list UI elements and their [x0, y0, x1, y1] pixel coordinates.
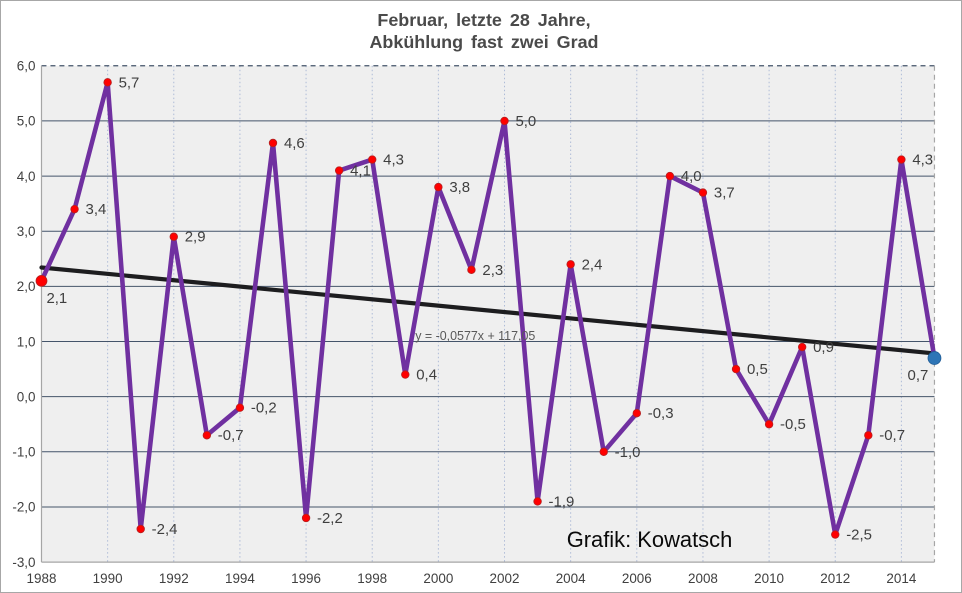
x-tick-label: 2008	[688, 571, 718, 586]
data-point-label: 2,4	[582, 256, 603, 273]
data-point-label: 5,0	[515, 113, 536, 130]
y-tick-label: 4,0	[17, 169, 36, 184]
data-point-label: 2,9	[185, 229, 206, 246]
temperature-line	[39, 80, 937, 537]
data-point-marker	[566, 260, 575, 269]
data-point-marker	[533, 497, 542, 506]
chart-title-line1: Februar, letzte 28 Jahre,	[377, 10, 590, 30]
data-point-label: 0,7	[908, 367, 929, 384]
data-point-label: -0,7	[879, 427, 905, 444]
data-point-label: -0,2	[251, 400, 277, 417]
data-point-marker	[401, 370, 410, 379]
data-point-marker	[368, 155, 377, 164]
data-point-label: -0,7	[218, 427, 244, 444]
last-data-point-marker	[927, 351, 942, 365]
y-tick-label: 1,0	[17, 334, 36, 349]
data-point-label: -2,2	[317, 510, 343, 527]
data-point-marker	[434, 182, 443, 192]
x-tick-label: 1992	[159, 571, 189, 586]
data-point-label: -2,4	[152, 521, 178, 538]
data-point-marker	[202, 431, 212, 440]
chart-title-line2: Abkühlung fast zwei Grad	[369, 32, 598, 52]
data-point-label: 3,8	[449, 179, 470, 196]
data-point-marker	[599, 447, 608, 456]
data-point-marker	[301, 513, 311, 523]
data-point-marker	[698, 188, 708, 197]
data-point-label: 4,1	[350, 163, 371, 180]
data-point-label: -0,3	[648, 405, 674, 422]
data-point-label: 0,5	[747, 361, 768, 378]
x-tick-label: 2012	[820, 571, 850, 586]
data-point-label: 4,3	[912, 152, 933, 169]
data-point-label: 3,4	[86, 201, 107, 218]
y-tick-label: 0,0	[17, 389, 36, 404]
plot-area	[41, 65, 935, 563]
x-tick-label: 2000	[423, 571, 453, 586]
data-point-label: 2,3	[482, 262, 503, 279]
data-point-marker	[334, 166, 344, 175]
x-tick-label: 1988	[27, 571, 57, 586]
data-point-label: -1,9	[549, 493, 575, 510]
data-point-marker	[897, 155, 906, 164]
data-point-marker	[70, 204, 79, 214]
data-point-marker	[864, 431, 873, 440]
x-tick-label: 1996	[291, 571, 321, 586]
data-point-label: 4,3	[383, 152, 404, 169]
y-tick-label: 5,0	[17, 114, 36, 129]
data-point-label: -1,0	[615, 444, 641, 461]
x-tick-label: 1994	[225, 571, 255, 586]
x-tick-label: 1998	[357, 571, 387, 586]
data-point-marker	[731, 364, 741, 374]
data-point-marker	[831, 530, 840, 539]
y-tick-label: -2,0	[12, 500, 35, 515]
data-point-marker	[797, 342, 807, 352]
trendline-equation: y = -0,0577x + 117,05	[415, 329, 535, 343]
data-point-marker	[665, 171, 675, 181]
credit-text: Grafik: Kowatsch	[567, 527, 733, 552]
data-point-label: 4,6	[284, 135, 305, 152]
y-tick-label: -1,0	[12, 445, 35, 460]
y-tick-label: -3,0	[12, 555, 35, 570]
data-point-marker	[764, 420, 774, 429]
y-tick-label: 2,0	[17, 279, 36, 294]
y-tick-label: 6,0	[17, 59, 36, 74]
y-tick-label: 3,0	[17, 224, 36, 239]
data-point-marker	[467, 265, 476, 275]
data-point-marker	[235, 403, 245, 412]
data-point-label: 5,7	[119, 74, 140, 91]
x-tick-label: 1990	[93, 571, 123, 586]
data-point-label: 0,4	[416, 367, 437, 384]
x-tick-label: 2004	[556, 571, 586, 586]
x-tick-label: 2002	[490, 571, 520, 586]
data-point-label: 0,9	[813, 339, 834, 356]
data-point-label: 4,0	[681, 168, 702, 185]
data-point-label: -0,5	[780, 416, 806, 433]
data-point-marker	[35, 274, 48, 287]
trend-line	[39, 265, 937, 356]
data-point-marker	[169, 232, 178, 241]
data-point-marker	[632, 409, 641, 418]
x-tick-label: 2006	[622, 571, 652, 586]
data-point-label: 2,1	[46, 290, 67, 307]
data-point-label: 3,7	[714, 185, 735, 202]
x-tick-label: 2014	[886, 571, 916, 586]
data-point-label: -2,5	[846, 527, 872, 544]
data-point-marker	[268, 138, 278, 148]
data-point-marker	[136, 524, 145, 534]
data-point-marker	[500, 116, 509, 126]
data-point-marker	[103, 78, 112, 87]
x-tick-label: 2010	[754, 571, 784, 586]
